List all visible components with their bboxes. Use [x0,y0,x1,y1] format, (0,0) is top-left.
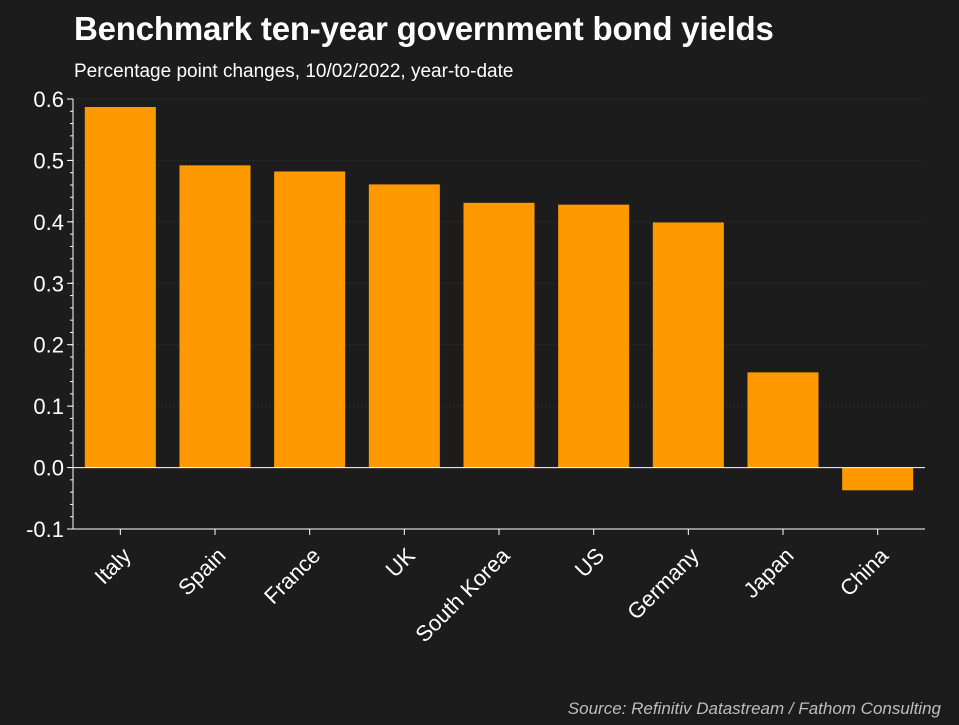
bar-south-korea [463,202,535,468]
bars [84,106,914,491]
chart-title: Benchmark ten-year government bond yield… [74,10,774,47]
source-note: Source: Refinitiv Datastream / Fathom Co… [567,699,941,718]
y-tick-label: 0.4 [33,210,64,235]
bar-germany [652,222,724,468]
bar-uk [368,184,440,468]
x-tick-label: UK [381,543,421,583]
chart-subtitle: Percentage point changes, 10/02/2022, ye… [74,61,514,82]
x-tick-label: Spain [173,543,230,600]
x-tick-label: China [835,542,894,601]
x-tick-label: US [570,543,609,582]
y-tick-label: -0.1 [26,517,64,542]
bar-us [558,204,630,468]
x-tick-label: South Korea [410,542,515,647]
bar-spain [179,165,251,468]
bar-china [842,467,914,491]
y-tick-label: 0.2 [33,333,64,358]
x-tick-label: France [259,543,325,609]
y-tick-label: 0.1 [33,394,64,419]
y-tick-labels: 0.6 0.5 0.4 0.3 0.2 0.1 0.0 -0.1 [26,87,64,542]
bar-japan [747,372,819,468]
x-tick-label: Germany [622,543,704,625]
y-tick-label: 0.6 [33,87,64,112]
y-tick-label: 0.3 [33,271,64,296]
x-tick-label: Italy [90,543,136,589]
y-tick-label: 0.0 [33,456,64,481]
bar-italy [84,106,156,468]
y-tick-label: 0.5 [33,148,64,173]
axes [67,98,925,535]
x-tick-label: Japan [738,543,798,603]
bar-france [274,171,346,468]
